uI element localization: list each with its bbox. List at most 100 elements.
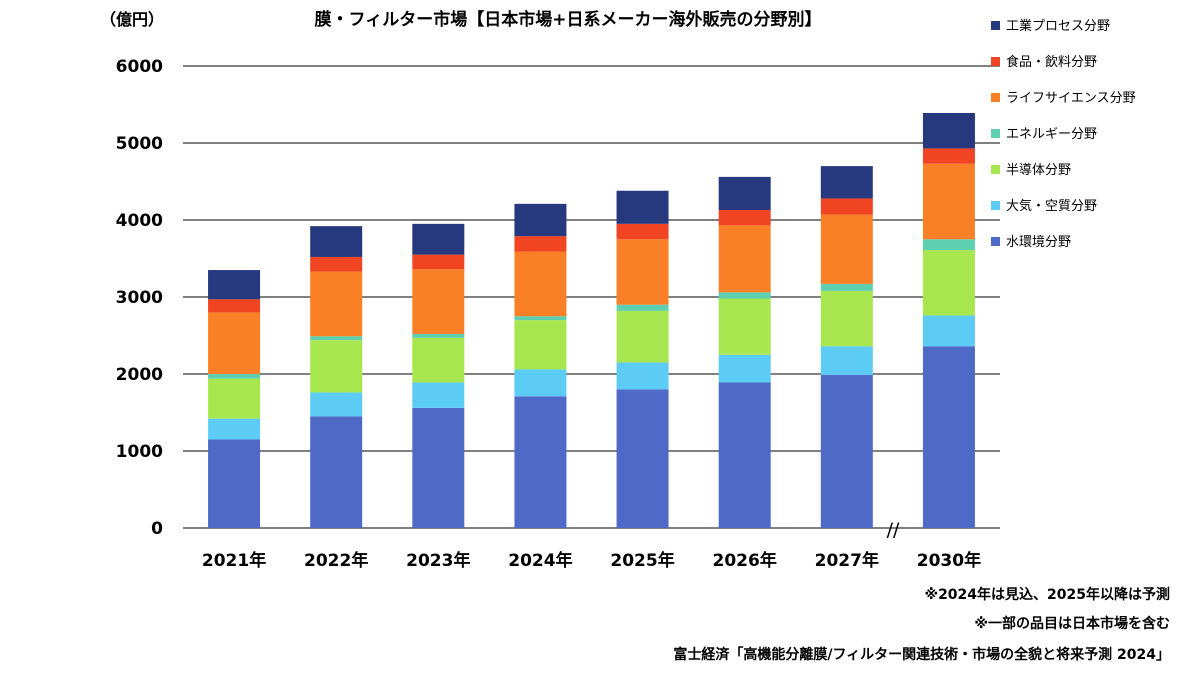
legend-swatch [991,129,1000,138]
y-tick-label: 1000 [116,442,163,462]
x-tick-label: 2021年 [202,550,266,571]
legend-label: 半導体分野 [1006,163,1071,178]
legend-item: 水環境分野 [991,235,1071,250]
bar-segment [514,369,567,397]
bar-segment [718,354,771,383]
x-tick-label: 2030年 [917,550,981,571]
legend-swatch [991,165,1000,174]
legend: 工業プロセス分野食品・飲料分野ライフサイエンス分野エネルギー分野半導体分野大気・… [991,18,1136,250]
legend-swatch [991,237,1000,246]
legend-label: 水環境分野 [1006,235,1071,250]
bar-segment [412,333,465,338]
x-tick-label: 2023年 [406,550,470,571]
legend-item: 工業プロセス分野 [991,18,1110,34]
bar-segment [310,340,363,393]
x-tick-label: 2025年 [610,550,674,571]
bar-segment [310,392,363,417]
legend-label: エネルギー分野 [1006,127,1097,142]
bar-segment [412,337,465,383]
bar-segment [820,374,873,528]
bar-segment [922,163,975,240]
bar-segment [412,254,465,270]
bar-segment [922,315,975,347]
legend-item: ライフサイエンス分野 [991,91,1136,106]
bar-segment [820,283,873,291]
bar-segment [208,312,261,374]
legend-item: 食品・飲料分野 [991,54,1097,70]
y-tick-label: 3000 [116,288,163,308]
legend-swatch [991,93,1000,102]
gridlines [183,65,1000,529]
bar-segment [310,336,363,341]
bar-stack [208,270,261,528]
x-tick-label: 2027年 [815,550,879,571]
bar-segment [922,250,975,316]
bar-segment [616,362,669,390]
bar-segment [922,239,975,251]
bar-segment [514,320,567,370]
y-tick-label: 2000 [116,365,163,385]
x-axis: 2021年 2022年 2023年 2024年 2025年 2026年 2027年 2030年 [202,550,981,571]
legend-label: 食品・飲料分野 [1006,54,1097,70]
bar-segment [718,292,771,299]
bar-segment [412,407,465,528]
bar-segment [616,304,669,311]
y-tick-label: 0 [151,519,163,539]
bar-segment [412,223,465,255]
bar-segment [412,269,465,334]
bar-stack [820,166,873,528]
bar-segment [616,239,669,305]
legend-label: 工業プロセス分野 [1006,18,1110,34]
y-tick-label: 4000 [116,211,163,231]
y-tick-label: 5000 [116,134,163,154]
y-axis: 0 1000 2000 3000 4000 5000 6000 [116,57,163,539]
bar-stack [412,223,465,528]
bar-stack [616,190,669,528]
source-note: 富士経済「高機能分離膜/フィルター関連技術・市場の全貌と将来予測 2024」 [673,647,1170,663]
bar-segment [514,396,567,528]
bar-segment [718,225,771,293]
bar-segment [208,299,261,313]
scope-note: ※一部の品目は日本市場を含む [974,616,1170,632]
legend-swatch [991,57,1000,66]
bar-segment [310,271,363,337]
bar-segment [208,439,261,528]
bar-segment [514,316,567,321]
forecast-note: ※2024年は見込、2025年以降は予測 [924,587,1170,603]
bars [208,112,975,528]
bar-segment [514,203,567,237]
bar-segment [616,310,669,363]
y-tick-label: 6000 [116,57,163,77]
bar-segment [616,223,669,240]
bar-segment [718,176,771,210]
bar-segment [718,298,771,355]
x-tick-label: 2026年 [713,550,777,571]
legend-item: 半導体分野 [991,163,1071,178]
bar-segment [922,112,975,149]
bar-segment [820,166,873,199]
bar-segment [718,209,771,226]
bar-segment [208,418,261,440]
legend-swatch [991,21,1000,30]
bar-segment [820,198,873,215]
bar-segment [310,416,363,528]
bar-segment [208,374,261,379]
bar-segment [820,214,873,284]
bar-segment [208,378,261,419]
bar-stack [514,203,567,528]
legend-label: 大気・空質分野 [1006,198,1097,214]
chart-title: 膜・フィルター市場【日本市場+日系メーカー海外販売の分野別】 [315,9,822,30]
bar-segment [820,290,873,347]
bar-segment [514,236,567,252]
bar-segment [820,346,873,375]
legend-label: ライフサイエンス分野 [1006,91,1136,106]
bar-segment [310,226,363,257]
bar-stack [922,112,975,528]
y-unit-label: （億円） [100,10,164,29]
bar-stack [718,176,771,528]
bar-segment [616,389,669,528]
x-tick-label: 2024年 [508,550,572,571]
bar-segment [208,270,261,300]
bar-segment [922,346,975,528]
